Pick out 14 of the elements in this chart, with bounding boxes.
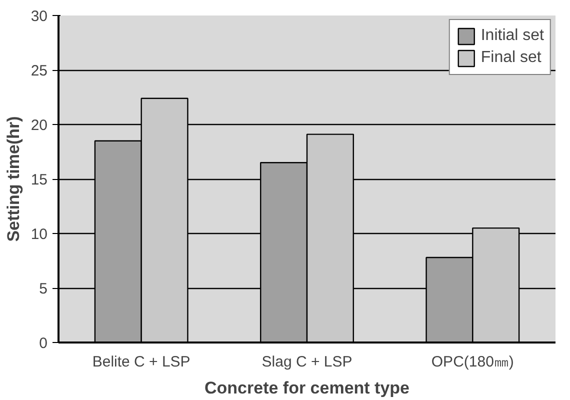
y-tick-label: 0 <box>39 335 48 352</box>
x-tick-label: Belite C + LSP <box>92 354 190 370</box>
legend-label: Final set <box>480 49 542 67</box>
x-tick-label: Slag C + LSP <box>262 354 352 370</box>
y-tick-label: 30 <box>30 8 48 25</box>
x-tick-label: OPC(180㎜) <box>431 354 514 370</box>
y-tick-label: 15 <box>30 172 48 188</box>
legend-label: Initial set <box>480 27 544 45</box>
y-tick-label: 5 <box>39 280 48 298</box>
y-tick-label: 25 <box>30 62 48 80</box>
y-axis-title: Setting time(hr) <box>4 116 23 242</box>
y-tick-label: 20 <box>30 117 48 134</box>
y-tick-label: 10 <box>30 226 48 243</box>
x-axis-title: Concrete for cement type <box>204 378 410 398</box>
